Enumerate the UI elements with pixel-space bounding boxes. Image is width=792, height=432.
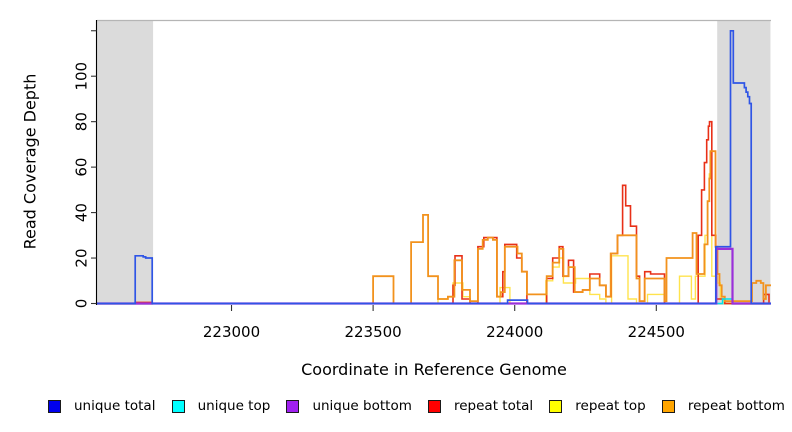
legend-swatch [549,399,563,413]
y-tick-label: 0 [73,299,91,309]
legend-label: repeat total [453,398,534,414]
legend-swatch [286,399,300,413]
x-tick-label: 224000 [486,323,543,341]
legend-label: unique total [74,398,156,414]
legend-label: repeat bottom [687,398,785,414]
masked-region [97,20,154,305]
x-tick-label: 223000 [203,323,260,341]
x-tick-label: 224500 [628,323,685,341]
legend: unique total unique top unique bottom repea… [48,398,785,414]
series-lines [97,29,771,305]
masked-region [717,20,771,305]
y-tick-label: 80 [73,112,91,131]
legend-item-repeat-top: repeat top [549,398,646,414]
legend-label: unique top [197,398,271,414]
coverage-plot-svg: 0 20 40 60 80 100 223000 223500 224000 224500 [73,19,771,341]
y-tick-label: 20 [73,248,91,267]
plot-area: 0 20 40 60 80 100 223000 223500 224000 224500 [73,19,771,341]
y-tick-label: 60 [73,158,91,177]
x-tick-label: 223500 [344,323,401,341]
legend-item-repeat-total: repeat total [427,398,534,414]
legend-swatch [48,399,61,413]
series-unique-total-line [97,29,771,305]
legend-item-unique-top: unique top [171,398,271,414]
legend-item-unique-bottom: unique bottom [286,398,412,414]
legend-swatch [427,399,441,413]
series-repeat-bottom-line [97,150,771,305]
series-repeat-top-line [97,173,771,305]
y-tick-label: 40 [73,203,91,222]
legend-swatch [661,399,675,413]
legend-item-repeat-bottom: repeat bottom [661,398,785,414]
x-axis-title: Coordinate in Reference Genome [301,360,567,379]
legend-label: repeat top [575,398,646,414]
y-tick-label: 100 [73,62,91,91]
legend-item-unique-total: unique total [48,398,155,414]
legend-label: unique bottom [312,398,412,414]
legend-swatch [171,399,185,413]
y-axis-title: Read Coverage Depth [20,73,40,250]
